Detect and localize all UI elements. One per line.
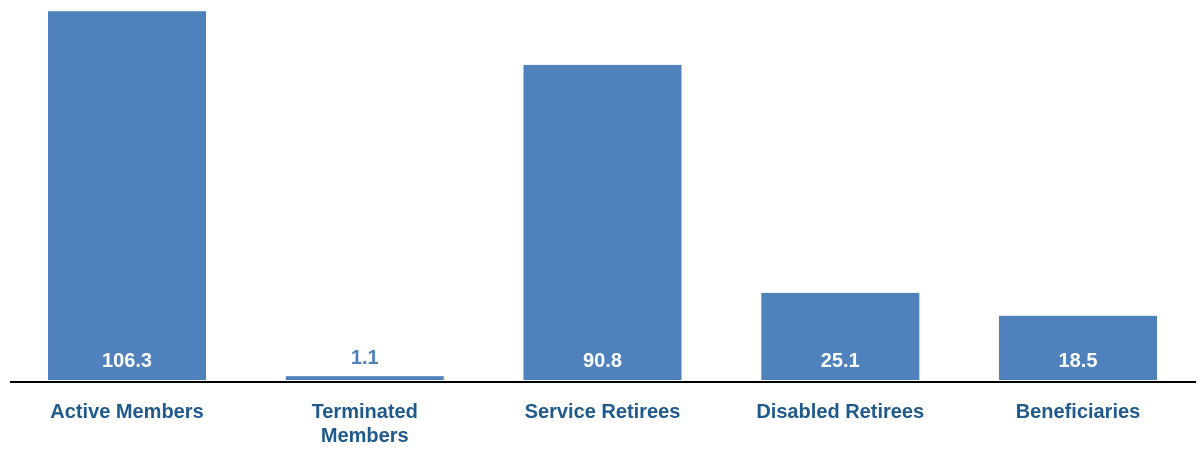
category-label-1: Terminated Members xyxy=(312,401,418,447)
category-label-4: Beneficiaries xyxy=(1016,401,1141,423)
category-label-3: Disabled Retirees xyxy=(756,401,924,423)
data-label-1: 1.1 xyxy=(351,347,379,369)
data-label-2: 90.8 xyxy=(583,350,622,372)
bar-2 xyxy=(523,64,682,381)
bars-group: 106.3 1.1 90.8 25.1 18.5 xyxy=(48,11,1157,381)
data-label-0: 106.3 xyxy=(102,350,152,372)
category-label-2: Service Retirees xyxy=(525,401,681,423)
category-labels-group: Active Members Terminated Members Service R… xyxy=(50,401,1140,447)
bar-0 xyxy=(48,11,206,380)
bar-3 xyxy=(761,292,920,380)
bar-4 xyxy=(999,315,1157,380)
bar-1 xyxy=(285,376,444,380)
data-label-3: 25.1 xyxy=(821,350,860,372)
data-label-4: 18.5 xyxy=(1059,350,1098,372)
category-label-0: Active Members xyxy=(50,401,203,423)
